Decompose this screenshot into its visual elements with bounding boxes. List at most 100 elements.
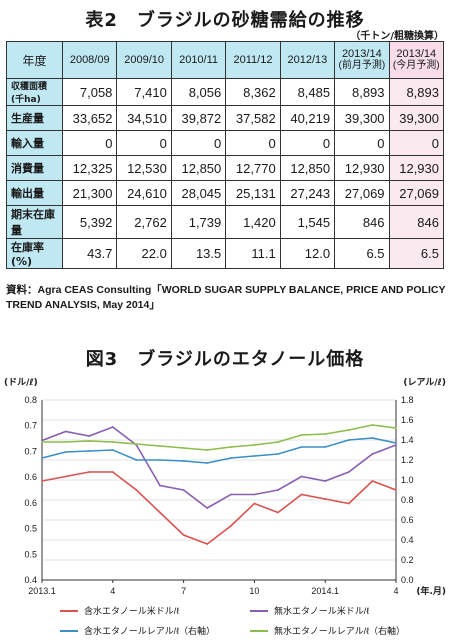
data-point [111,441,114,443]
data-point [347,471,350,473]
source-note: 資料：Agra CEAS Consulting「WORLD SUGAR SUPP… [6,284,446,311]
data-point [135,443,138,445]
table-cell: 12,930 [388,155,445,181]
left-tick-label: 0.8 [24,395,37,405]
data-point [395,489,397,491]
row-label: 輸出量 [6,180,63,206]
x-unit-label: (年.月) [416,585,446,597]
data-point [111,426,114,428]
data-point [253,502,256,505]
data-point [277,511,279,514]
left-tick-label: 0.4 [24,575,37,585]
table-cell: 39,300 [388,105,445,131]
data-point [371,437,374,439]
data-point [159,511,161,514]
data-point [182,447,185,449]
data-point [300,446,303,448]
table-body: 収穫面積 (千ha) 7,058 7,410 8,056 8,362 8,485 8,893… [6,78,445,269]
legend-label: 含水エタノール米ドル/ℓ [84,605,180,616]
data-point [347,502,350,505]
right-tick-label: 1.8 [401,395,414,405]
table-cell: 7,058 [61,78,118,106]
right-tick-label: 0.6 [401,515,414,525]
data-point [182,534,185,536]
data-point [111,471,114,473]
table-cell: 7,410 [116,78,172,106]
data-point [135,489,138,491]
column-header: 2012/13 [279,41,336,79]
right-tick-label: 0.8 [401,495,414,505]
table-cell: 8,485 [279,78,336,106]
chart-title: 図3 ブラジルのエタノール価格 [85,349,365,370]
table-cell: 6.5 [388,238,445,269]
table-cell: 846 [334,205,390,239]
legend-label: 無水エタノール米ドル/ℓ [274,605,370,616]
data-point [277,453,279,455]
row-label: 在庫率 (%) [6,238,63,269]
table-row: 輸出量 21,300 24,610 28,045 25,131 27,243 27,069 2… [6,180,445,206]
table-cell: 6.5 [334,238,390,269]
data-point [229,446,232,448]
table-cell: 5,392 [61,205,118,239]
table-cell: 22.0 [116,238,172,269]
data-point [135,459,138,461]
legend-label: 含水エタノールレアル/ℓ（右軸） [84,625,215,636]
data-point [88,440,91,442]
column-header: 2009/10 [116,41,172,79]
column-header: 2011/12 [225,41,281,79]
table-cell: 12,850 [279,155,336,181]
table-cell: 0 [116,130,172,156]
table-row: 生産量 33,652 34,510 39,872 37,582 40,219 39,300 3… [6,105,445,131]
right-tick-label: 1.6 [401,415,414,425]
row-label: 生産量 [6,105,63,131]
table-cell: 0 [170,130,227,156]
data-point [206,507,209,509]
right-tick-label: 0.4 [401,535,414,545]
row-label: 期末在庫量 [6,205,63,239]
table-cell: 0 [61,130,118,156]
data-point [324,498,327,500]
column-year: 2011/12 [233,54,273,66]
series-line [41,426,397,509]
table-cell: 8,893 [334,78,390,106]
supply-balance-table: 年度 2008/09 2009/10 2010/11 2011/12 2012/… [6,41,445,269]
table-cell: 12,930 [334,155,390,181]
right-tick-label: 0.2 [401,555,414,565]
table-cell: 24,610 [116,180,172,206]
table-cell: 8,893 [388,78,445,106]
data-point [324,433,327,435]
table-cell: 12,770 [225,155,281,181]
left-tick-label: 0.5 [24,549,37,559]
data-point [253,493,256,496]
column-header: 2013/14 (今月予測) [388,41,445,79]
data-point [371,480,374,482]
data-point [347,439,350,441]
table-cell: 11.1 [225,238,281,269]
table-cell: 0 [225,130,281,156]
data-point [206,462,209,464]
right-tick-label: 1.0 [401,475,414,485]
left-tick-label: 0.6 [24,498,37,508]
table-unit: （千トン/粗糖換算） [350,31,444,42]
header-corner: 年度 [6,41,63,79]
data-point [395,442,397,444]
table-row: 期末在庫量 5,392 2,762 1,739 1,420 1,545 846 846 [6,205,445,239]
table-cell: 0 [279,130,336,156]
left-tick-label: 0.7 [24,421,37,431]
left-tick-label: 0.6 [24,472,37,482]
left-tick-label: 0.7 [24,446,37,456]
ethanol-price-chart: 0.4 0.5 0.5 0.6 0.6 0.7 0.7 0.8 0.0 0.2 0.4 0.6 0.8 1… [4,377,446,636]
table-cell: 12,325 [61,155,118,181]
data-point [64,451,67,453]
row-label: 収穫面積 (千ha) [6,78,63,106]
table-cell: 12,850 [170,155,227,181]
table-cell: 33,652 [61,105,118,131]
table-cell: 8,056 [170,78,227,106]
table-cell: 25,131 [225,180,281,206]
table-row: 収穫面積 (千ha) 7,058 7,410 8,056 8,362 8,485 8,893… [6,78,445,106]
series-line [42,424,397,451]
column-header: 2010/11 [170,41,227,79]
column-year: 2013/14 [396,48,437,60]
data-point [300,434,303,436]
